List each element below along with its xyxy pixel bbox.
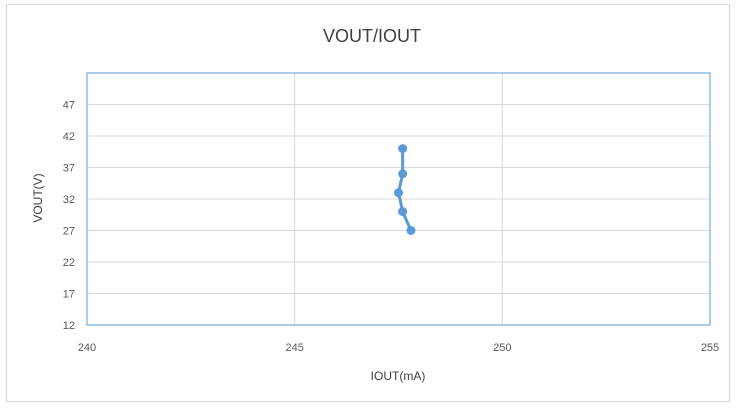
- data-point: [398, 169, 408, 179]
- data-point: [394, 188, 403, 198]
- x-tick-label: 245: [285, 342, 303, 354]
- x-tick-label: 255: [701, 342, 719, 354]
- chart-frame: [6, 4, 730, 402]
- y-tick-label: 32: [63, 194, 75, 206]
- series-layer: [394, 144, 416, 235]
- y-tick-label: 12: [63, 320, 75, 332]
- y-tick-label: 42: [63, 131, 75, 143]
- x-tick-label: 250: [493, 342, 511, 354]
- y-tick-label: 17: [63, 289, 75, 301]
- plot-area-border: [86, 72, 711, 326]
- y-tick-labels: 12 17 22 27 32 37 42 47: [63, 100, 75, 333]
- y-tick-label: 27: [63, 226, 75, 238]
- grid: [87, 72, 710, 326]
- chart-title: VOUT/IOUT: [323, 26, 421, 46]
- x-axis-title: IOUT(mA): [371, 369, 426, 383]
- data-point: [398, 144, 408, 154]
- data-point: [406, 226, 416, 235]
- y-tick-label: 22: [63, 257, 75, 269]
- y-axis-title: VOUT(V): [31, 173, 45, 222]
- x-tick-label: 240: [78, 342, 96, 354]
- y-tick-label: 47: [63, 100, 75, 112]
- y-tick-label: 37: [63, 163, 75, 175]
- data-point: [398, 207, 408, 217]
- x-tick-labels: 240 245 250 255: [78, 342, 719, 354]
